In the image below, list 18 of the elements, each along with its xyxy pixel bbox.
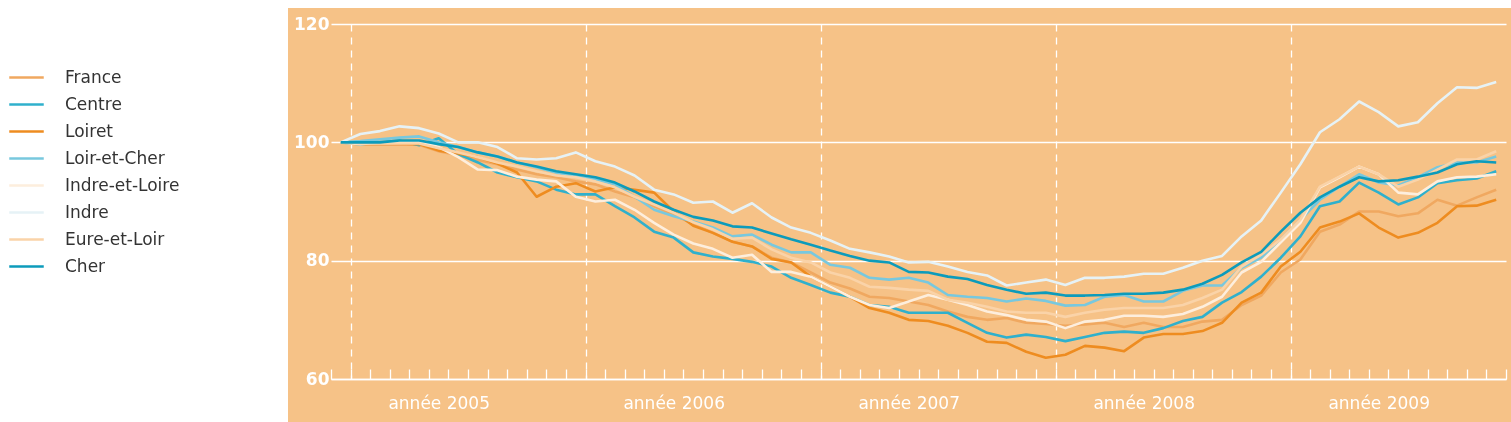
legend-label: France — [65, 66, 122, 87]
x-tick-label: année 2006 — [623, 392, 725, 413]
legend-label: Eure-et-Loir — [65, 228, 165, 249]
x-tick-label: année 2009 — [1328, 392, 1430, 413]
x-tick-label: année 2007 — [858, 392, 960, 413]
legend-label: Loiret — [65, 120, 114, 141]
x-tick-label: année 2008 — [1093, 392, 1195, 413]
line-series — [339, 80, 1498, 287]
legend-label: Indre-et-Loire — [65, 174, 180, 195]
legend-label: Centre — [65, 93, 122, 114]
y-tick-label: 60 — [305, 368, 330, 389]
legend-label: Loir-et-Cher — [65, 147, 165, 168]
y-tick-label: 120 — [294, 13, 330, 34]
legend-label: Indre — [65, 201, 109, 222]
y-tick-label: 80 — [305, 250, 330, 271]
legend-label: Cher — [65, 255, 106, 276]
x-tick-label: année 2005 — [388, 392, 490, 413]
y-tick-label: 100 — [294, 131, 330, 152]
